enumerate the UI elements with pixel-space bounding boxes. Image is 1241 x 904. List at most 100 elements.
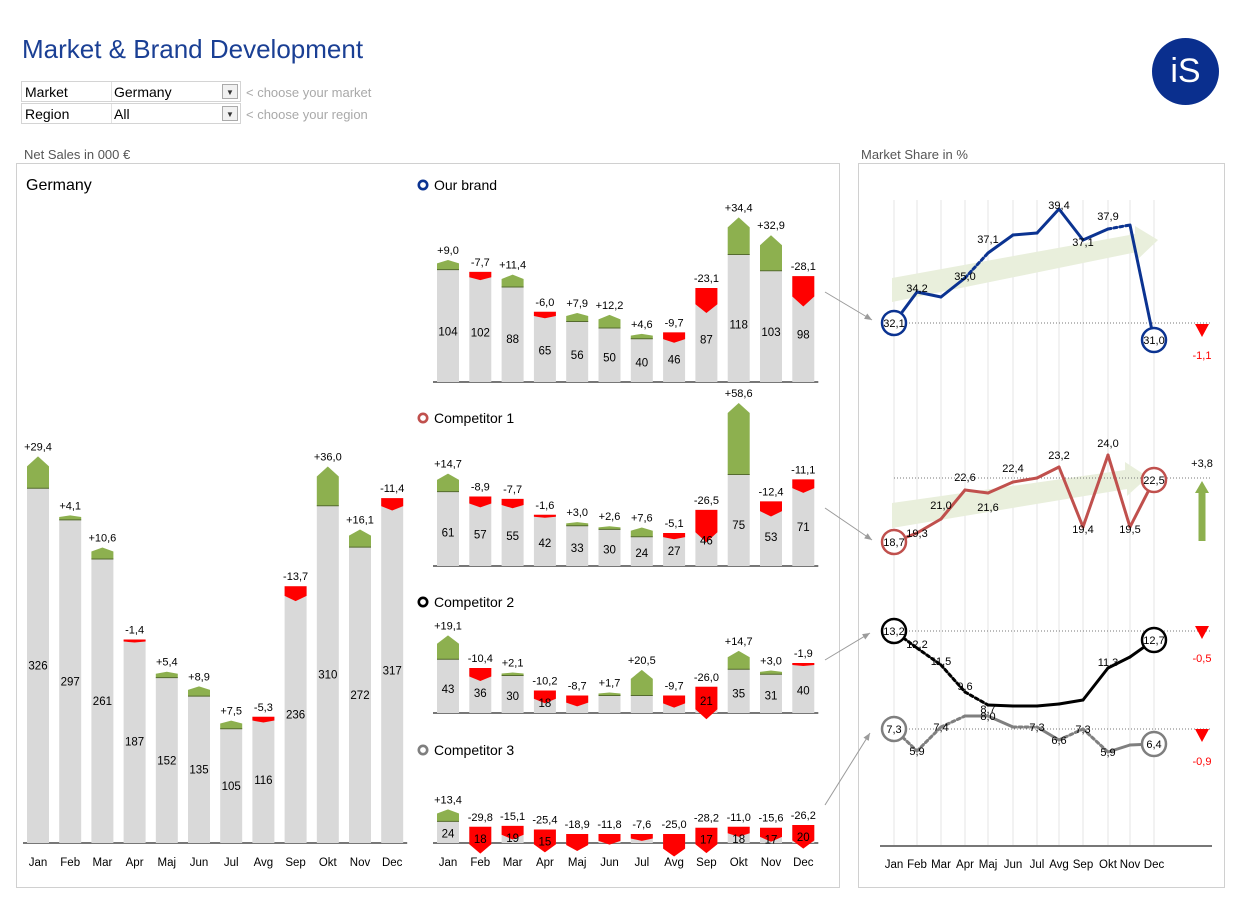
competitor-3-line-segment <box>1081 727 1110 754</box>
negative-variance-arrow <box>663 332 686 343</box>
negative-variance-arrow <box>695 686 718 720</box>
competitor-2-line-segment <box>915 646 943 667</box>
variance-label: +34,4 <box>725 202 753 214</box>
x-tick-label: Dec <box>793 857 814 869</box>
variance-label: +7,5 <box>220 706 242 718</box>
data-label: 5,9 <box>1100 747 1115 759</box>
positive-variance-arrow <box>27 456 49 489</box>
bar <box>437 659 459 713</box>
variance-label: -28,2 <box>694 813 719 825</box>
bar <box>727 254 750 382</box>
variance-label: -7,6 <box>632 819 651 831</box>
change-label: +3,8 <box>1191 458 1213 470</box>
positive-variance-arrow <box>598 692 621 696</box>
x-tick-label: Avg <box>254 857 274 869</box>
filter-dropdown-icon[interactable]: ▼ <box>222 84 238 99</box>
bar <box>349 547 371 843</box>
market-selector[interactable]: Market Germany ▼ <box>21 81 241 102</box>
bar <box>91 559 114 843</box>
positive-variance-arrow <box>437 635 459 660</box>
value-label: 118 <box>730 320 748 332</box>
variance-label: -5,1 <box>665 518 684 530</box>
value-label: 55 <box>506 531 519 543</box>
variance-label: +12,2 <box>596 300 624 312</box>
chevron-down-icon[interactable]: ▼ <box>222 106 238 121</box>
variance-label: -9,7 <box>665 317 684 329</box>
value-label: 88 <box>506 334 519 346</box>
bar <box>469 496 492 566</box>
data-label: 7,3 <box>1075 724 1090 736</box>
competitor-2-line-segment <box>963 690 990 707</box>
value-label: 31 <box>765 691 778 703</box>
data-label: 11,5 <box>931 656 952 668</box>
variance-label: +8,9 <box>188 671 210 683</box>
x-tick-label: Jul <box>1030 859 1045 871</box>
value-label: 102 <box>471 327 490 339</box>
competitor-1-line-segment <box>939 488 967 521</box>
bar <box>533 514 556 566</box>
negative-change-arrow <box>1195 324 1209 337</box>
value-label: 326 <box>28 661 47 673</box>
x-tick-label: Avg <box>664 857 684 869</box>
variance-label: +4,1 <box>59 500 81 512</box>
competitor-3-line-segment <box>986 714 1015 729</box>
chart-title: Competitor 1 <box>434 410 514 426</box>
connector-arrow <box>824 291 873 321</box>
bar <box>155 677 178 843</box>
positive-variance-arrow <box>155 671 178 678</box>
bar <box>501 675 524 713</box>
x-tick-label: Jan <box>885 859 904 871</box>
data-label: 19,4 <box>1072 524 1093 536</box>
bar <box>188 696 210 843</box>
bar <box>437 491 459 566</box>
bar <box>598 328 621 382</box>
bar <box>663 533 686 566</box>
value-label: 30 <box>506 691 519 703</box>
data-label: 6,6 <box>1051 735 1066 747</box>
variance-label: -11,0 <box>727 812 751 824</box>
bar <box>469 271 492 382</box>
variance-label: +1,7 <box>599 678 621 690</box>
region-selector[interactable]: Region All ▼ <box>21 103 241 124</box>
data-label: 9,6 <box>957 681 972 693</box>
bar <box>316 505 339 843</box>
value-label: 21 <box>700 696 713 708</box>
negative-variance-arrow <box>663 834 686 857</box>
x-tick-label: Mar <box>92 857 112 869</box>
our-brand-line-segment <box>1081 227 1110 242</box>
chart-title: Our brand <box>434 177 497 193</box>
value-label: 18 <box>474 834 487 846</box>
bar <box>760 674 782 713</box>
negative-variance-arrow <box>469 496 492 508</box>
connector-arrow <box>824 507 873 541</box>
data-label: 21,6 <box>977 502 998 514</box>
variance-label: -13,7 <box>283 571 308 583</box>
variance-label: -23,1 <box>694 273 719 285</box>
our-brand-line-segment <box>1035 207 1061 235</box>
negative-variance-arrow <box>501 498 524 509</box>
value-label: 135 <box>189 765 208 777</box>
negative-variance-arrow <box>695 827 718 854</box>
data-label: 19,5 <box>1119 524 1140 536</box>
competitor-3-line-segment <box>1035 725 1061 742</box>
x-tick-label: Jan <box>29 857 48 869</box>
trend-arrow <box>892 226 1158 302</box>
x-tick-label: Sep <box>285 857 305 869</box>
positive-variance-arrow <box>598 314 621 328</box>
x-tick-label: Mar <box>503 857 523 869</box>
data-label: 6,4 <box>1146 739 1161 751</box>
series-marker-icon <box>417 179 429 191</box>
x-tick-label: Okt <box>730 857 749 869</box>
bar <box>630 695 653 713</box>
chart-title: Competitor 2 <box>434 594 514 610</box>
chart-title: Germany <box>26 177 92 194</box>
value-label: 20 <box>797 832 810 844</box>
variance-label: -1,9 <box>794 648 813 660</box>
variance-label: -26,0 <box>694 672 719 684</box>
variance-label: -8,9 <box>471 481 490 493</box>
x-tick-label: Jul <box>224 857 239 869</box>
competitor-1-line-segment <box>963 488 990 495</box>
company-logo: iS <box>1152 38 1219 105</box>
competitor-1-endpoint-marker <box>1140 466 1168 494</box>
